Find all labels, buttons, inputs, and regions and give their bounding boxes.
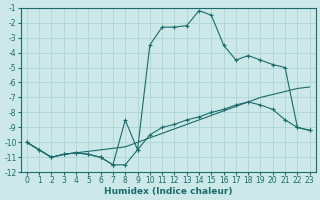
X-axis label: Humidex (Indice chaleur): Humidex (Indice chaleur): [104, 187, 233, 196]
